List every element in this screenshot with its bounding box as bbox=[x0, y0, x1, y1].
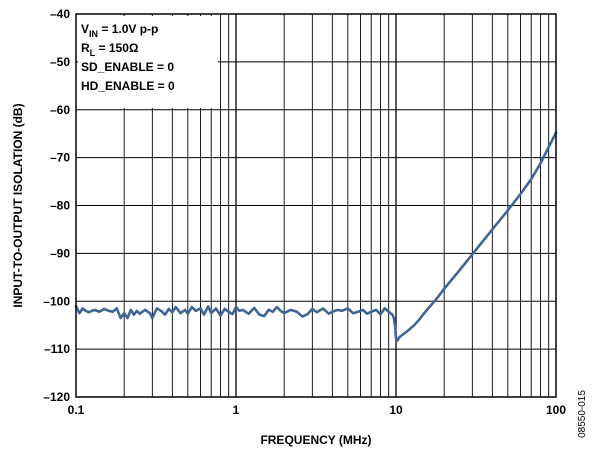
isolation-series-line bbox=[74, 131, 558, 342]
y-tick-label: –120 bbox=[43, 390, 70, 404]
x-tick-label: 1 bbox=[233, 403, 240, 417]
annotation-line: RL = 150Ω bbox=[81, 41, 139, 58]
y-tick-label: –80 bbox=[50, 199, 70, 213]
annotation-line: SD_ENABLE = 0 bbox=[81, 60, 174, 74]
plot-frame bbox=[75, 13, 557, 398]
annotation-line: VIN = 1.0V p-p bbox=[81, 22, 158, 39]
annotation-line: HD_ENABLE = 0 bbox=[81, 79, 175, 93]
y-tick-label: –100 bbox=[43, 294, 70, 308]
y-axis-title: INPUT-TO-OUTPUT ISOLATION (dB) bbox=[11, 103, 25, 307]
x-tick-label: 100 bbox=[546, 403, 566, 417]
x-tick-label: 0.1 bbox=[68, 403, 85, 417]
test-conditions-annotation: VIN = 1.0V p-p RL = 150Ω SD_ENABLE = 0 HD_E… bbox=[81, 22, 175, 93]
y-tick-label: –70 bbox=[50, 151, 70, 165]
figure-id-label: 08550-015 bbox=[577, 390, 588, 438]
y-tick-label: –90 bbox=[50, 246, 70, 260]
y-tick-label: –110 bbox=[44, 342, 70, 356]
x-axis-title: FREQUENCY (MHz) bbox=[260, 433, 371, 447]
x-tick-label: 10 bbox=[389, 403, 403, 417]
y-tick-label: –50 bbox=[50, 55, 70, 69]
y-tick-label: –60 bbox=[50, 103, 70, 117]
y-tick-labels: –40 –50 –60 –70 –80 –90 –100 –110 –120 bbox=[43, 7, 70, 404]
y-tick-label: –40 bbox=[50, 7, 70, 21]
annotation-background bbox=[78, 16, 218, 108]
series-layer bbox=[74, 131, 558, 342]
x-tick-labels: 0.1 1 10 100 bbox=[68, 403, 567, 417]
